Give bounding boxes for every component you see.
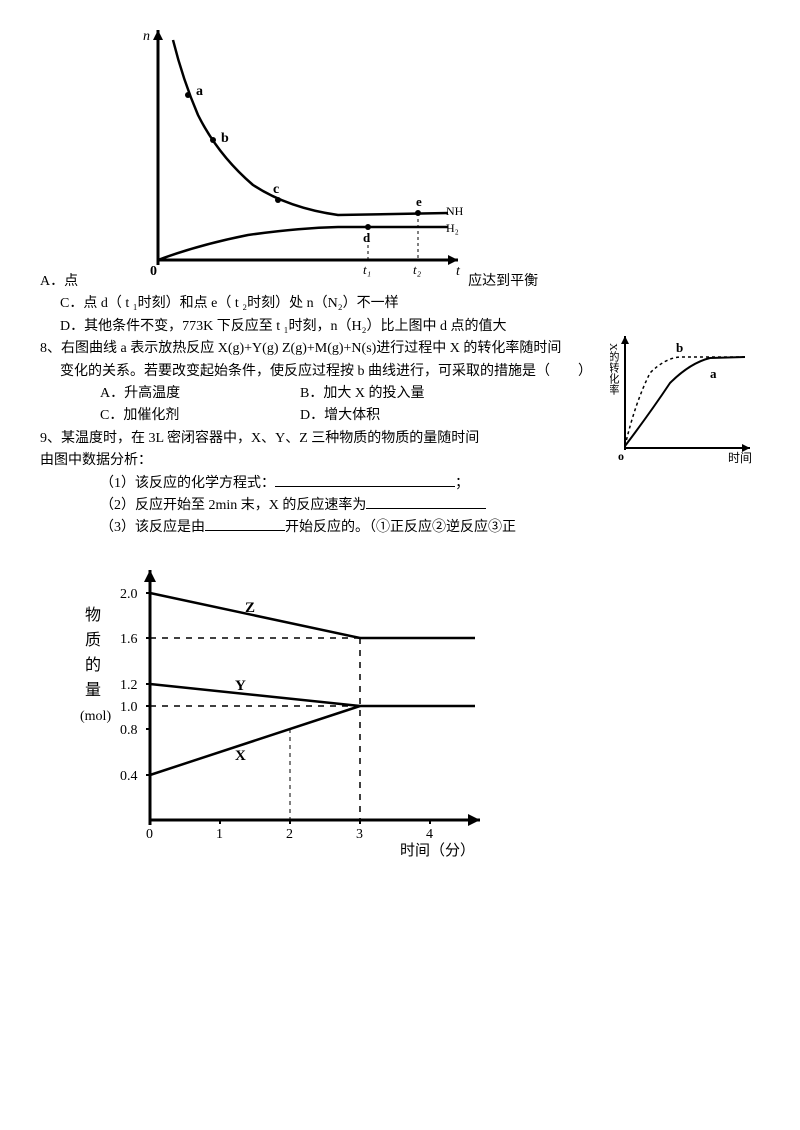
q9-sub3: （3）该反应是由 开始反应的。（①正反应②逆反应③正 (100, 517, 760, 539)
svg-text:b: b (676, 340, 683, 355)
svg-text:2.0: 2.0 (120, 587, 138, 602)
svg-text:时间（分）: 时间（分） (400, 842, 475, 859)
svg-text:Y: Y (235, 678, 246, 694)
svg-text:Z: Z (245, 600, 255, 616)
svg-text:量: 量 (85, 682, 101, 699)
svg-text:4: 4 (426, 827, 433, 842)
svg-text:X的转化率: X的转化率 (610, 343, 620, 396)
fig3-svg: 物 质 的 量 (mol) 2.0 1.6 1.2 1.0 0.8 0.4 0 … (80, 550, 500, 860)
q7-option-a-pre: A．点 (40, 271, 78, 293)
svg-text:d: d (363, 230, 371, 245)
svg-text:2: 2 (286, 827, 293, 842)
q8-options-row2: C．加催化剂 D．增大体积 (100, 405, 600, 427)
q9-sub3-pre: （3）该反应是由 (100, 520, 205, 535)
q9-sub3-post: 开始反应的。（①正反应②逆反应③正 (285, 520, 516, 535)
q7-option-c: C．点 d（ t ₁时刻）和点 e（ t ₂时刻）处 n（N₂）不一样 (60, 293, 760, 315)
q9-sub1-text: （1）该反应的化学方程式： (100, 476, 275, 491)
svg-text:X: X (235, 748, 246, 764)
q8-option-b: B．加大 X 的投入量 (300, 383, 500, 405)
svg-text:0.8: 0.8 (120, 723, 138, 738)
svg-text:1.2: 1.2 (120, 678, 138, 693)
svg-text:a: a (710, 366, 717, 381)
svg-text:o: o (618, 449, 624, 463)
svg-text:1.6: 1.6 (120, 632, 138, 647)
q8-option-a: A．升高温度 (100, 383, 300, 405)
svg-text:0: 0 (146, 827, 153, 842)
q9-sub1-end: ； (455, 476, 469, 491)
svg-text:t₂: t₂ (413, 262, 422, 277)
svg-text:a: a (196, 84, 203, 99)
fig2-svg: o 时间 X的转化率 a b (610, 328, 760, 468)
svg-text:NH: NH (446, 204, 464, 218)
blank-1[interactable] (275, 486, 455, 487)
svg-text:e: e (416, 194, 422, 209)
svg-text:(mol): (mol) (80, 709, 111, 724)
svg-text:b: b (221, 131, 229, 146)
svg-text:质: 质 (85, 631, 101, 649)
svg-text:t₁: t₁ (363, 262, 371, 277)
svg-text:0.4: 0.4 (120, 769, 138, 784)
fig1-ylabel: n (143, 29, 150, 44)
svg-text:3: 3 (356, 827, 363, 842)
figure-1: n t 0 a b c e NH d H₂ t₁ t₂ (138, 20, 468, 288)
svg-text:0: 0 (150, 264, 157, 279)
figure-2: o 时间 X的转化率 a b (610, 328, 760, 476)
q8-option-d: D．增大体积 (300, 405, 500, 427)
svg-text:物: 物 (85, 606, 101, 624)
q9-sub2: （2）反应开始至 2min 末，X 的反应速率为 (100, 495, 760, 517)
blank-2[interactable] (366, 508, 486, 509)
fig1-xlabel: t (456, 264, 461, 279)
figure-3: 物 质 的 量 (mol) 2.0 1.6 1.2 1.0 0.8 0.4 0 … (80, 550, 760, 868)
fig1-svg: n t 0 a b c e NH d H₂ t₁ t₂ (138, 20, 468, 280)
q7-option-a-post: 应达到平衡 (468, 271, 538, 293)
svg-text:1.0: 1.0 (120, 700, 138, 715)
svg-text:的: 的 (85, 656, 101, 674)
q8-option-c: C．加催化剂 (100, 405, 300, 427)
q9-sub2-text: （2）反应开始至 2min 末，X 的反应速率为 (100, 498, 366, 513)
blank-3[interactable] (205, 530, 285, 531)
svg-text:H₂: H₂ (446, 221, 459, 235)
svg-text:1: 1 (216, 827, 223, 842)
q8-options-row1: A．升高温度 B．加大 X 的投入量 (100, 383, 600, 405)
svg-text:c: c (273, 182, 279, 197)
svg-text:时间: 时间 (728, 451, 752, 465)
